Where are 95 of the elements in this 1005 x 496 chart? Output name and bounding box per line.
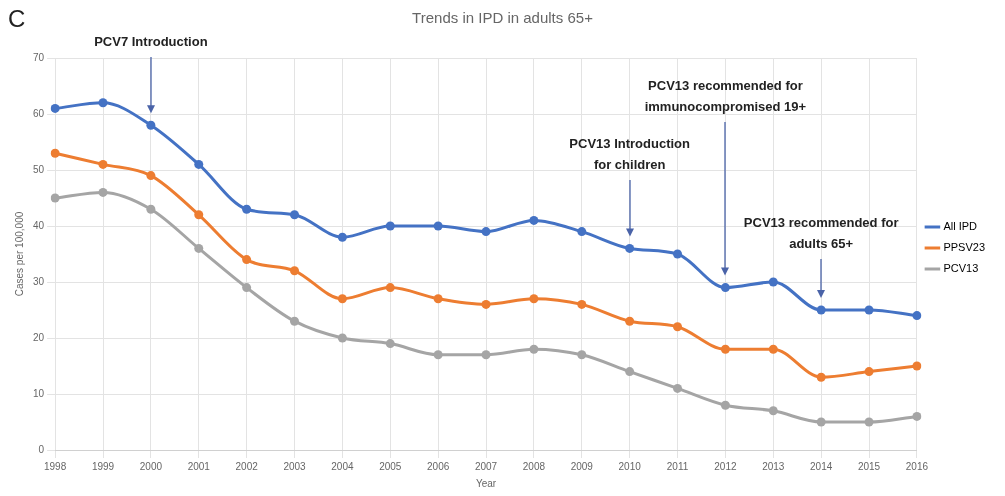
y-tick-label: 0 [38,443,45,455]
x-tick-label: 2003 [283,460,307,472]
point [50,193,60,203]
y-tick-label: 20 [33,331,45,343]
y-tick-label: 30 [33,275,45,287]
point [481,350,491,360]
point [50,103,60,113]
y-axis-title: Cases per 100,000 [13,211,25,297]
point [720,283,730,293]
x-tick-label: 2006 [427,460,450,472]
point [625,367,635,377]
point [242,283,252,293]
point [290,210,300,220]
point [816,372,826,382]
point [433,221,443,231]
x-tick-label: 2008 [522,460,546,472]
x-tick-label: 2016 [905,460,929,472]
x-tick-label: 2002 [235,460,259,472]
point [433,350,443,360]
annotation: PCV13 recommended for immunocompromised 19+ [644,78,807,115]
point [194,210,204,220]
x-tick-label: 2000 [139,460,163,472]
legend-label: PPSV23 [943,241,986,254]
annotation: PCV13 recommended for adults 65+ [743,215,899,252]
point [481,227,491,237]
y-tick-label: 70 [33,51,45,63]
point [864,305,874,315]
x-axis-title: Year [475,477,497,489]
point [625,243,635,253]
point [337,232,347,242]
point [673,383,683,393]
x-tick-label: 2012 [714,460,737,472]
x-tick-label: 2005 [379,460,402,472]
x-tick-label: 2015 [857,460,881,472]
point [194,243,204,253]
text: C [8,4,26,32]
point [50,148,60,158]
point [242,255,252,265]
point [146,204,156,214]
point [194,159,204,169]
point [864,367,874,377]
x-tick-label: 2010 [618,460,642,472]
point [146,120,156,130]
legend-label: PCV13 [943,262,979,275]
x-tick-label: 1998 [44,460,67,472]
point [337,294,347,304]
point [720,344,730,354]
point [433,294,443,304]
point [768,344,778,354]
y-tick-label: 50 [33,163,45,175]
point [98,159,108,169]
point [673,249,683,259]
x-tick-label: 1999 [91,460,115,472]
point [385,221,395,231]
x-tick-label: 2004 [331,460,354,472]
text: PCV7 Introduction [94,34,208,50]
annotation: PCV13 Introduction for children [569,136,691,173]
point [912,361,922,371]
point [720,400,730,410]
x-tick-label: 2001 [187,460,211,472]
point [768,406,778,416]
point [816,417,826,427]
point [577,350,587,360]
point [385,283,395,293]
point [912,311,922,321]
x-tick-label: 2011 [666,460,689,472]
y-tick-label: 10 [33,387,45,399]
point [816,305,826,315]
x-tick-label: 2009 [570,460,594,472]
point [385,339,395,349]
point [673,322,683,332]
point [625,316,635,326]
point [529,294,539,304]
point [481,299,491,309]
chart-title: Trends in IPD in adults 65+ [412,9,594,27]
point [146,171,156,181]
point [577,227,587,237]
x-tick-label: 2007 [474,460,498,472]
point [768,277,778,287]
point [864,417,874,427]
point [242,204,252,214]
y-tick-label: 60 [33,107,45,119]
x-tick-label: 2014 [810,460,833,472]
legend-label: All IPD [943,220,978,233]
point [337,333,347,343]
point [290,316,300,326]
point [98,98,108,108]
x-tick-label: 2013 [762,460,785,472]
y-tick-label: 40 [33,219,45,231]
point [577,299,587,309]
point [529,344,539,354]
point [912,411,922,421]
point [529,215,539,225]
point [98,187,108,197]
point [290,266,300,276]
